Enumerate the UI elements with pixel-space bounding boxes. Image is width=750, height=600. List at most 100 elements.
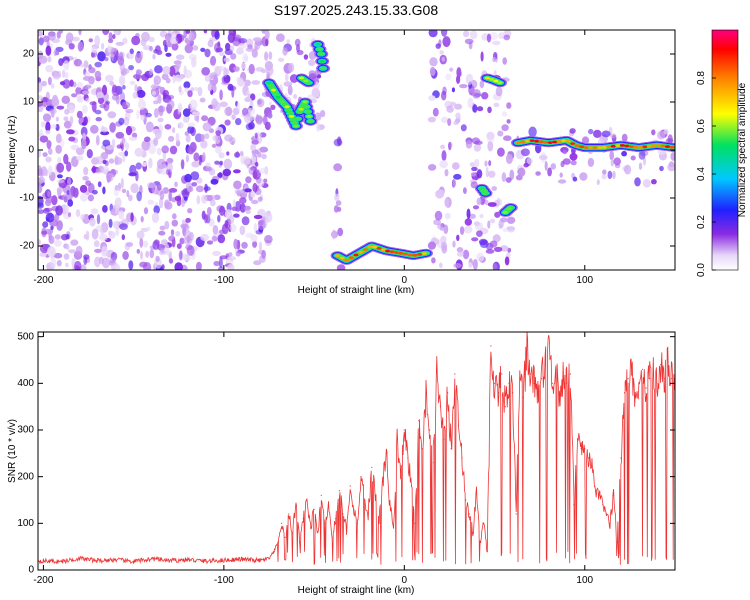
ridge-core	[315, 43, 321, 46]
noise-speck	[464, 38, 474, 45]
x-tick-label: -200	[33, 275, 53, 286]
noise-speck	[452, 179, 456, 188]
noise-speck	[83, 234, 88, 240]
ridge-core	[389, 250, 395, 254]
noise-speck	[154, 65, 163, 74]
noise-speck	[68, 136, 76, 142]
ridge-core	[372, 245, 378, 249]
snr-data-point	[327, 504, 330, 506]
snr-data-point	[432, 462, 434, 464]
snr-data-point	[490, 345, 492, 347]
noise-speck	[311, 87, 320, 98]
noise-speck	[75, 245, 83, 256]
noise-speck	[651, 179, 657, 185]
noise-speck	[80, 193, 88, 202]
noise-speck	[479, 213, 484, 219]
noise-speck	[562, 158, 571, 165]
noise-speck	[453, 120, 459, 126]
noise-speck	[133, 73, 142, 80]
snr-data-point	[439, 406, 441, 408]
noise-speck	[288, 62, 295, 73]
ridge-core	[266, 81, 272, 85]
noise-speck	[267, 112, 273, 119]
noise-speck	[587, 157, 595, 167]
noise-speck	[38, 129, 43, 136]
noise-speck	[250, 191, 256, 198]
snr-data-point	[364, 499, 366, 501]
noise-speck	[505, 153, 513, 164]
noise-speck	[102, 205, 108, 213]
snr-data-point	[627, 378, 629, 380]
noise-speck	[506, 102, 512, 109]
noise-speck	[56, 31, 61, 39]
noise-speck	[282, 47, 288, 56]
noise-speck	[166, 169, 171, 176]
noise-speck	[504, 256, 510, 266]
ridge-core	[556, 140, 562, 143]
noise-speck	[63, 60, 70, 71]
noise-speck	[177, 122, 184, 129]
noise-speck	[440, 144, 446, 150]
noise-speck	[157, 158, 166, 170]
noise-speck	[205, 166, 213, 172]
noise-speck	[143, 240, 149, 248]
noise-speck	[250, 143, 256, 151]
noise-speck	[159, 197, 164, 209]
noise-speck	[94, 256, 101, 268]
noise-speck	[101, 245, 108, 257]
noise-speck	[185, 30, 191, 34]
noise-speck	[87, 194, 94, 202]
noise-speck	[109, 81, 115, 86]
noise-speck	[177, 103, 183, 113]
snr-line-layer	[38, 332, 675, 565]
noise-speck	[233, 180, 242, 190]
noise-speck	[188, 32, 195, 42]
noise-speck	[432, 107, 439, 117]
noise-speck	[112, 34, 116, 40]
noise-speck	[486, 137, 495, 143]
noise-speck	[78, 30, 82, 36]
noise-speck	[429, 66, 436, 76]
noise-speck	[172, 213, 177, 220]
ridge-core	[606, 145, 612, 149]
snr-data-point	[288, 513, 290, 515]
snr-data-point	[522, 396, 525, 398]
noise-speck	[460, 124, 467, 132]
noise-speck	[104, 57, 109, 62]
noise-speck	[185, 134, 191, 143]
noise-speck	[485, 166, 489, 178]
noise-speck	[175, 132, 180, 144]
noise-speck	[122, 85, 126, 90]
noise-speck	[40, 121, 46, 128]
noise-speck	[244, 188, 252, 193]
noise-speck	[596, 179, 600, 186]
snr-data-point	[385, 452, 387, 454]
noise-speck	[547, 167, 552, 177]
snr-data-point	[519, 378, 521, 380]
noise-speck	[501, 172, 507, 183]
snr-data-point	[115, 559, 117, 561]
snr-data-point	[151, 558, 153, 560]
noise-speck	[254, 40, 261, 51]
noise-speck	[613, 157, 621, 166]
noise-speck	[195, 261, 202, 270]
noise-speck	[153, 239, 160, 246]
noise-speck	[253, 170, 258, 179]
noise-speck	[72, 36, 80, 42]
noise-speck	[128, 172, 137, 177]
noise-speck	[191, 182, 198, 187]
noise-speck	[520, 148, 530, 157]
noise-speck	[38, 81, 43, 93]
noise-speck	[497, 130, 504, 137]
noise-speck	[183, 229, 192, 241]
noise-speck	[456, 234, 460, 241]
snr-data-point	[436, 368, 438, 370]
noise-speck	[634, 177, 641, 187]
noise-speck	[41, 80, 47, 87]
frequency-ridge	[262, 78, 318, 131]
snr-data-point	[187, 559, 189, 561]
noise-speck	[427, 241, 436, 250]
noise-speck	[189, 99, 198, 111]
snr-data-point	[609, 522, 611, 524]
noise-speck	[105, 100, 110, 105]
